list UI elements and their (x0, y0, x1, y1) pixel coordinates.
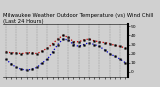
Text: Milwaukee Weather Outdoor Temperature (vs) Wind Chill (Last 24 Hours): Milwaukee Weather Outdoor Temperature (v… (3, 13, 154, 24)
